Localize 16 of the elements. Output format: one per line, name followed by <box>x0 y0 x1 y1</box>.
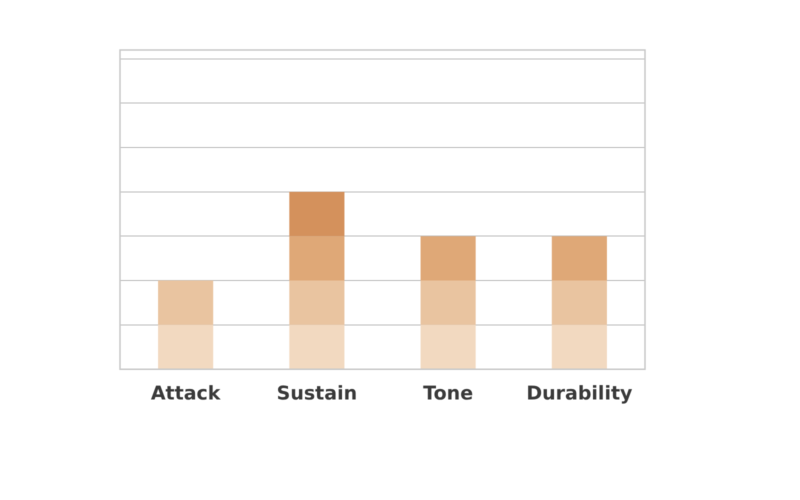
bar <box>158 280 214 325</box>
bar <box>289 324 344 369</box>
x-tick-label: Tone <box>423 382 474 405</box>
bar <box>289 192 344 236</box>
bar <box>420 280 476 325</box>
x-tick-label: Durability <box>526 382 634 405</box>
bar <box>289 236 344 281</box>
bar <box>158 324 214 369</box>
bar <box>420 236 476 281</box>
bar <box>552 236 607 281</box>
bar <box>420 324 476 369</box>
x-tick-label: Attack <box>150 382 221 405</box>
bar <box>552 324 607 369</box>
bar <box>289 280 344 325</box>
x-tick-label: Sustain <box>276 382 358 405</box>
bar <box>552 280 607 325</box>
